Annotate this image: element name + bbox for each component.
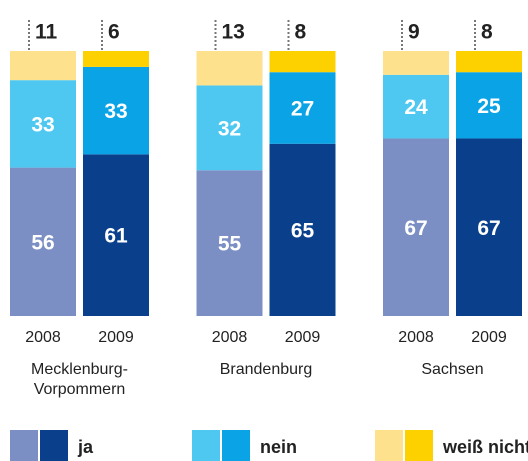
legend-swatch: [40, 430, 68, 461]
year-label: 2009: [471, 329, 507, 346]
bar-segment: [383, 138, 449, 316]
bar-segment: [456, 72, 522, 139]
data-label: 33: [104, 100, 127, 123]
bar-segment: [10, 80, 76, 168]
data-label: 65: [291, 219, 315, 242]
data-label: 67: [477, 217, 500, 240]
data-label: 61: [104, 225, 128, 248]
legend-swatch: [192, 430, 220, 461]
data-label: 25: [477, 95, 501, 118]
data-label: 11: [35, 21, 58, 44]
legend-swatch: [405, 430, 433, 461]
data-label: 56: [31, 231, 54, 254]
bar-segment: [83, 66, 149, 155]
legend-swatch: [375, 430, 403, 461]
bar-segment: [196, 85, 263, 171]
data-label: 8: [295, 21, 307, 44]
data-label: 9: [408, 21, 420, 44]
year-label: 2008: [398, 329, 434, 346]
group-label: Vorpommern: [34, 381, 126, 398]
legend-label: weiß nicht: [442, 437, 528, 457]
data-label: 27: [291, 98, 314, 121]
bar-segment: [196, 51, 263, 86]
data-label: 32: [218, 117, 241, 140]
bar-segment: [383, 74, 449, 139]
bar-segment: [269, 143, 336, 316]
data-label: 24: [404, 96, 428, 119]
bar-segment: [10, 167, 76, 316]
year-label: 2008: [212, 329, 248, 346]
legend-swatch: [222, 430, 250, 461]
group-label: Brandenburg: [220, 361, 313, 378]
data-label: 8: [481, 21, 493, 44]
year-label: 2009: [98, 329, 134, 346]
legend-label: nein: [260, 437, 297, 457]
data-label: 67: [404, 217, 427, 240]
data-label: 13: [222, 21, 245, 44]
group-label: Sachsen: [421, 361, 483, 378]
data-label: 55: [218, 233, 242, 256]
data-label: 33: [31, 113, 54, 136]
legend-swatch: [10, 430, 38, 461]
bar-segment: [383, 51, 449, 75]
bar-segment: [83, 154, 149, 316]
bar-segment: [456, 138, 522, 316]
bar-segment: [10, 51, 76, 81]
bar-segment: [269, 51, 336, 73]
bar-segment: [196, 170, 263, 316]
year-label: 2008: [25, 329, 61, 346]
bar-segment: [83, 51, 149, 67]
group-label: Mecklenburg-: [31, 361, 128, 378]
bar-segment: [269, 72, 336, 144]
data-label: 6: [108, 21, 120, 44]
bar-segment: [456, 51, 522, 73]
legend-label: ja: [77, 437, 94, 457]
year-label: 2009: [285, 329, 321, 346]
